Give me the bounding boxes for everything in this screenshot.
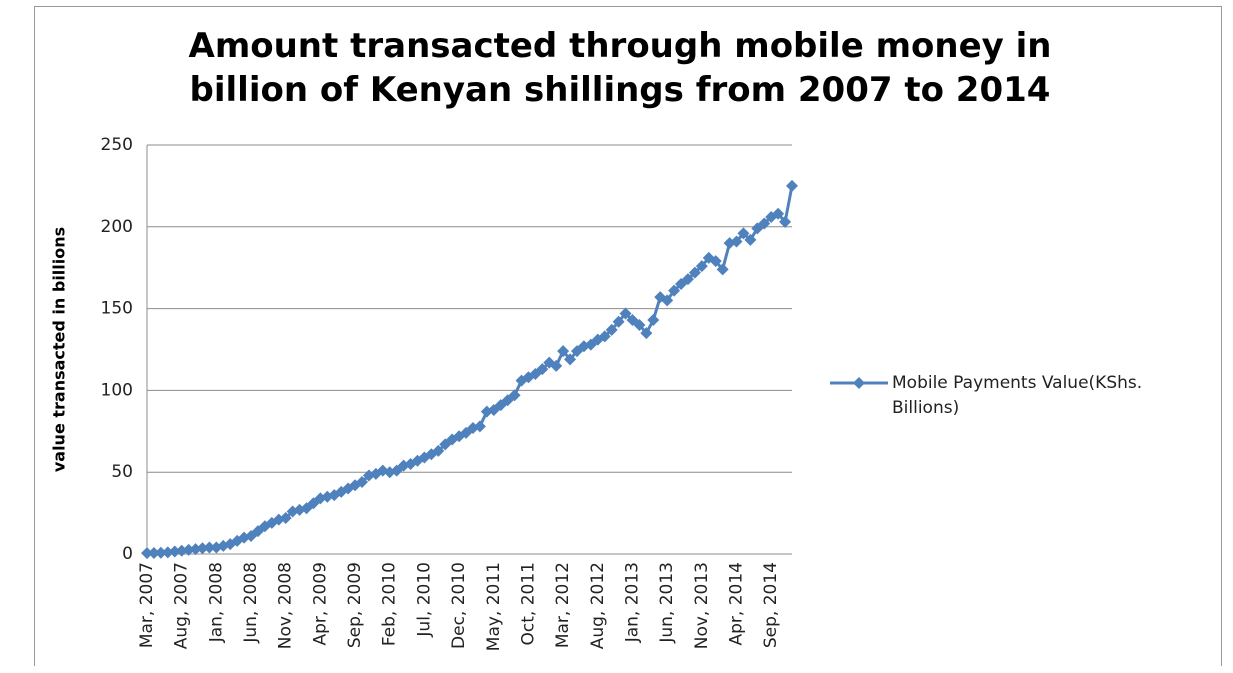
x-tick-label: Sep, 2014 — [761, 562, 781, 648]
data-point — [141, 547, 153, 560]
chart-title: Amount transacted through mobile money i… — [188, 26, 1052, 110]
data-point — [786, 179, 798, 192]
data-point — [356, 476, 368, 489]
data-point — [695, 260, 708, 273]
data-point — [161, 546, 174, 559]
data-point — [640, 327, 653, 340]
data-point — [508, 389, 521, 402]
data-point — [189, 543, 202, 556]
x-tick-label: Jun, 2008 — [241, 562, 261, 644]
data-point — [619, 307, 632, 320]
data-point — [175, 544, 188, 557]
data-point — [203, 541, 216, 554]
y-tick-label: 100 — [101, 380, 133, 400]
data-point — [730, 235, 743, 248]
x-tick-label: Nov, 2008 — [276, 562, 296, 649]
x-tick-label: Dec, 2010 — [449, 562, 469, 649]
y-tick-label: 200 — [101, 217, 133, 237]
x-tick-label: Oct, 2011 — [518, 562, 538, 645]
data-point — [154, 546, 167, 559]
x-tick-label: Jun, 2013 — [657, 562, 677, 644]
x-tick-label: Aug, 2007 — [172, 562, 192, 649]
x-tick-label: Mar, 2012 — [553, 562, 573, 648]
x-tick-label: May, 2011 — [484, 562, 504, 651]
x-tick-label: Apr, 2009 — [310, 562, 330, 645]
data-point — [716, 263, 729, 276]
y-tick-label: 150 — [101, 299, 133, 319]
data-point — [688, 266, 701, 279]
data-point — [196, 542, 209, 555]
y-tick-label: 50 — [111, 462, 133, 482]
data-point — [168, 545, 181, 558]
data-point — [550, 359, 563, 372]
y-axis-label: value transacted in billions — [50, 227, 69, 472]
data-point — [598, 330, 611, 343]
data-point — [612, 315, 625, 328]
data-point — [772, 207, 785, 220]
y-tick-label: 250 — [101, 135, 133, 155]
y-tick-label: 0 — [122, 544, 133, 564]
data-point — [279, 512, 292, 525]
data-point — [432, 444, 445, 457]
x-tick-label: Aug, 2012 — [588, 562, 608, 649]
data-point — [744, 233, 757, 246]
x-tick-label: Jul, 2010 — [414, 562, 434, 638]
x-tick-label: Jan, 2008 — [206, 562, 226, 643]
x-tick-label: Jan, 2013 — [622, 562, 642, 643]
x-tick-label: Mar, 2007 — [137, 562, 157, 648]
data-point — [564, 353, 577, 366]
data-point — [147, 547, 160, 560]
series-line — [146, 185, 794, 555]
data-point — [473, 420, 486, 433]
data-point — [536, 363, 549, 376]
frame — [34, 6, 1222, 666]
data-point — [681, 273, 694, 286]
data-point — [737, 227, 750, 240]
legend-label: Mobile Payments Value(KShs. Billions) — [892, 373, 1143, 418]
data-point — [633, 318, 646, 331]
legend-marker — [853, 377, 865, 389]
data-point — [182, 543, 195, 556]
data-point — [661, 294, 674, 307]
x-tick-label: Nov, 2013 — [692, 562, 712, 649]
data-point — [605, 323, 618, 336]
x-tick-label: Feb, 2010 — [380, 562, 400, 646]
x-tick-label: Apr, 2014 — [727, 562, 747, 645]
data-point — [758, 217, 771, 230]
data-point — [709, 255, 722, 268]
data-point — [779, 215, 792, 228]
x-tick-label: Sep, 2009 — [345, 562, 365, 648]
data-point — [557, 345, 570, 358]
data-point — [647, 314, 660, 327]
data-point — [668, 284, 681, 297]
